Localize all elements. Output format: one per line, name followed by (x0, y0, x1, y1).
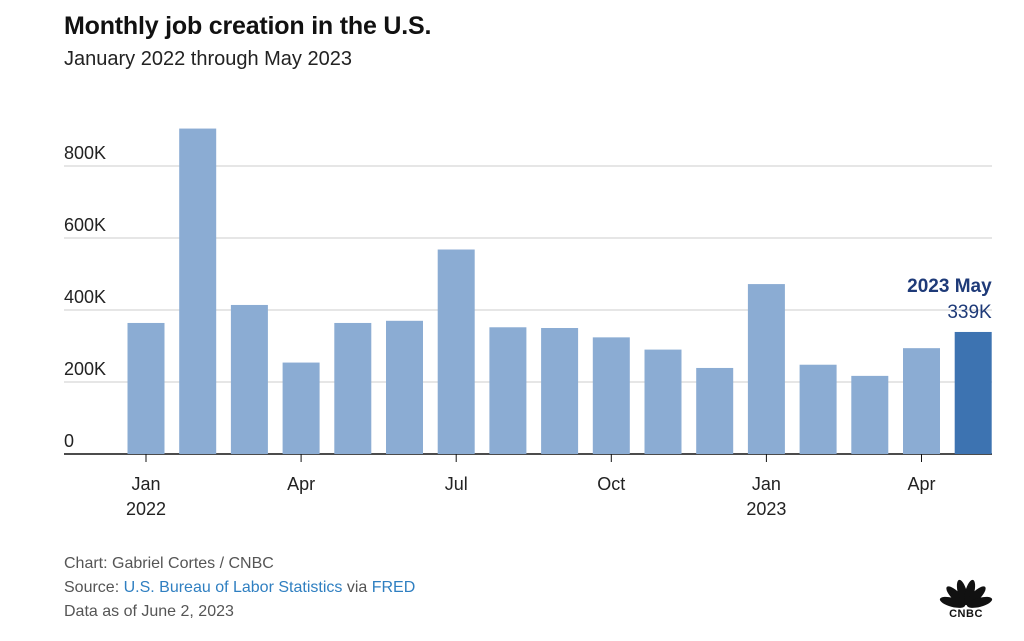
bar (541, 328, 579, 454)
source-link-fred[interactable]: FRED (371, 579, 416, 596)
gridlines (64, 165, 992, 455)
bar (127, 322, 165, 454)
bar (799, 364, 837, 454)
y-tick-label: 600K (64, 215, 106, 235)
highlight-value-label: 339K (947, 302, 992, 323)
x-tick-label: Apr (287, 474, 315, 494)
source-prefix: Source: (64, 579, 124, 596)
bar (696, 367, 734, 454)
bar (747, 284, 785, 454)
chart-title: Monthly job creation in the U.S. (64, 12, 432, 40)
x-tick-label: Oct (597, 474, 625, 494)
x-tick-year: 2022 (126, 499, 166, 519)
logo-text: CNBC (949, 608, 983, 620)
bar (489, 327, 527, 454)
y-tick-label: 800K (64, 143, 106, 163)
x-axis-ticks: Jan 2022 Apr Jul Oct Jan 2023 Apr (126, 454, 936, 519)
x-tick-label: Jul (445, 474, 468, 494)
x-tick-label: Apr (907, 474, 935, 494)
bar (592, 337, 630, 454)
x-tick-label: Jan (752, 474, 781, 494)
highlight-label: 2023 May (907, 276, 992, 297)
data-as-of: Data as of June 2, 2023 (64, 603, 234, 620)
bar (437, 249, 475, 454)
bar (282, 362, 320, 454)
bar (644, 349, 682, 454)
bar (903, 348, 940, 454)
source-link-bls[interactable]: U.S. Bureau of Labor Statistics (123, 579, 343, 596)
bar (386, 320, 423, 454)
bar (230, 304, 268, 454)
bar (851, 375, 889, 454)
y-tick-label: 0 (64, 431, 74, 451)
chart-subtitle: January 2022 through May 2023 (64, 48, 352, 70)
y-tick-label: 200K (64, 359, 106, 379)
x-tick-year: 2023 (746, 499, 786, 519)
bars (127, 128, 992, 454)
bar (334, 322, 372, 454)
chart-footer: Chart: Gabriel Cortes / CNBC Source: U.S… (64, 552, 415, 624)
y-axis-ticks: 0 200K 400K 600K 800K (64, 143, 106, 451)
x-tick-label: Jan (131, 474, 160, 494)
chart-source: Source: U.S. Bureau of Labor Statistics … (64, 576, 415, 600)
source-via: via (342, 579, 372, 596)
cnbc-logo: CNBC (938, 574, 994, 620)
peacock-icon (939, 579, 993, 608)
chart-credit: Chart: Gabriel Cortes / CNBC (64, 555, 274, 572)
bar (179, 128, 217, 454)
bar (954, 331, 992, 454)
y-tick-label: 400K (64, 287, 106, 307)
highlight-annotation: 2023 May 339K (907, 276, 992, 323)
